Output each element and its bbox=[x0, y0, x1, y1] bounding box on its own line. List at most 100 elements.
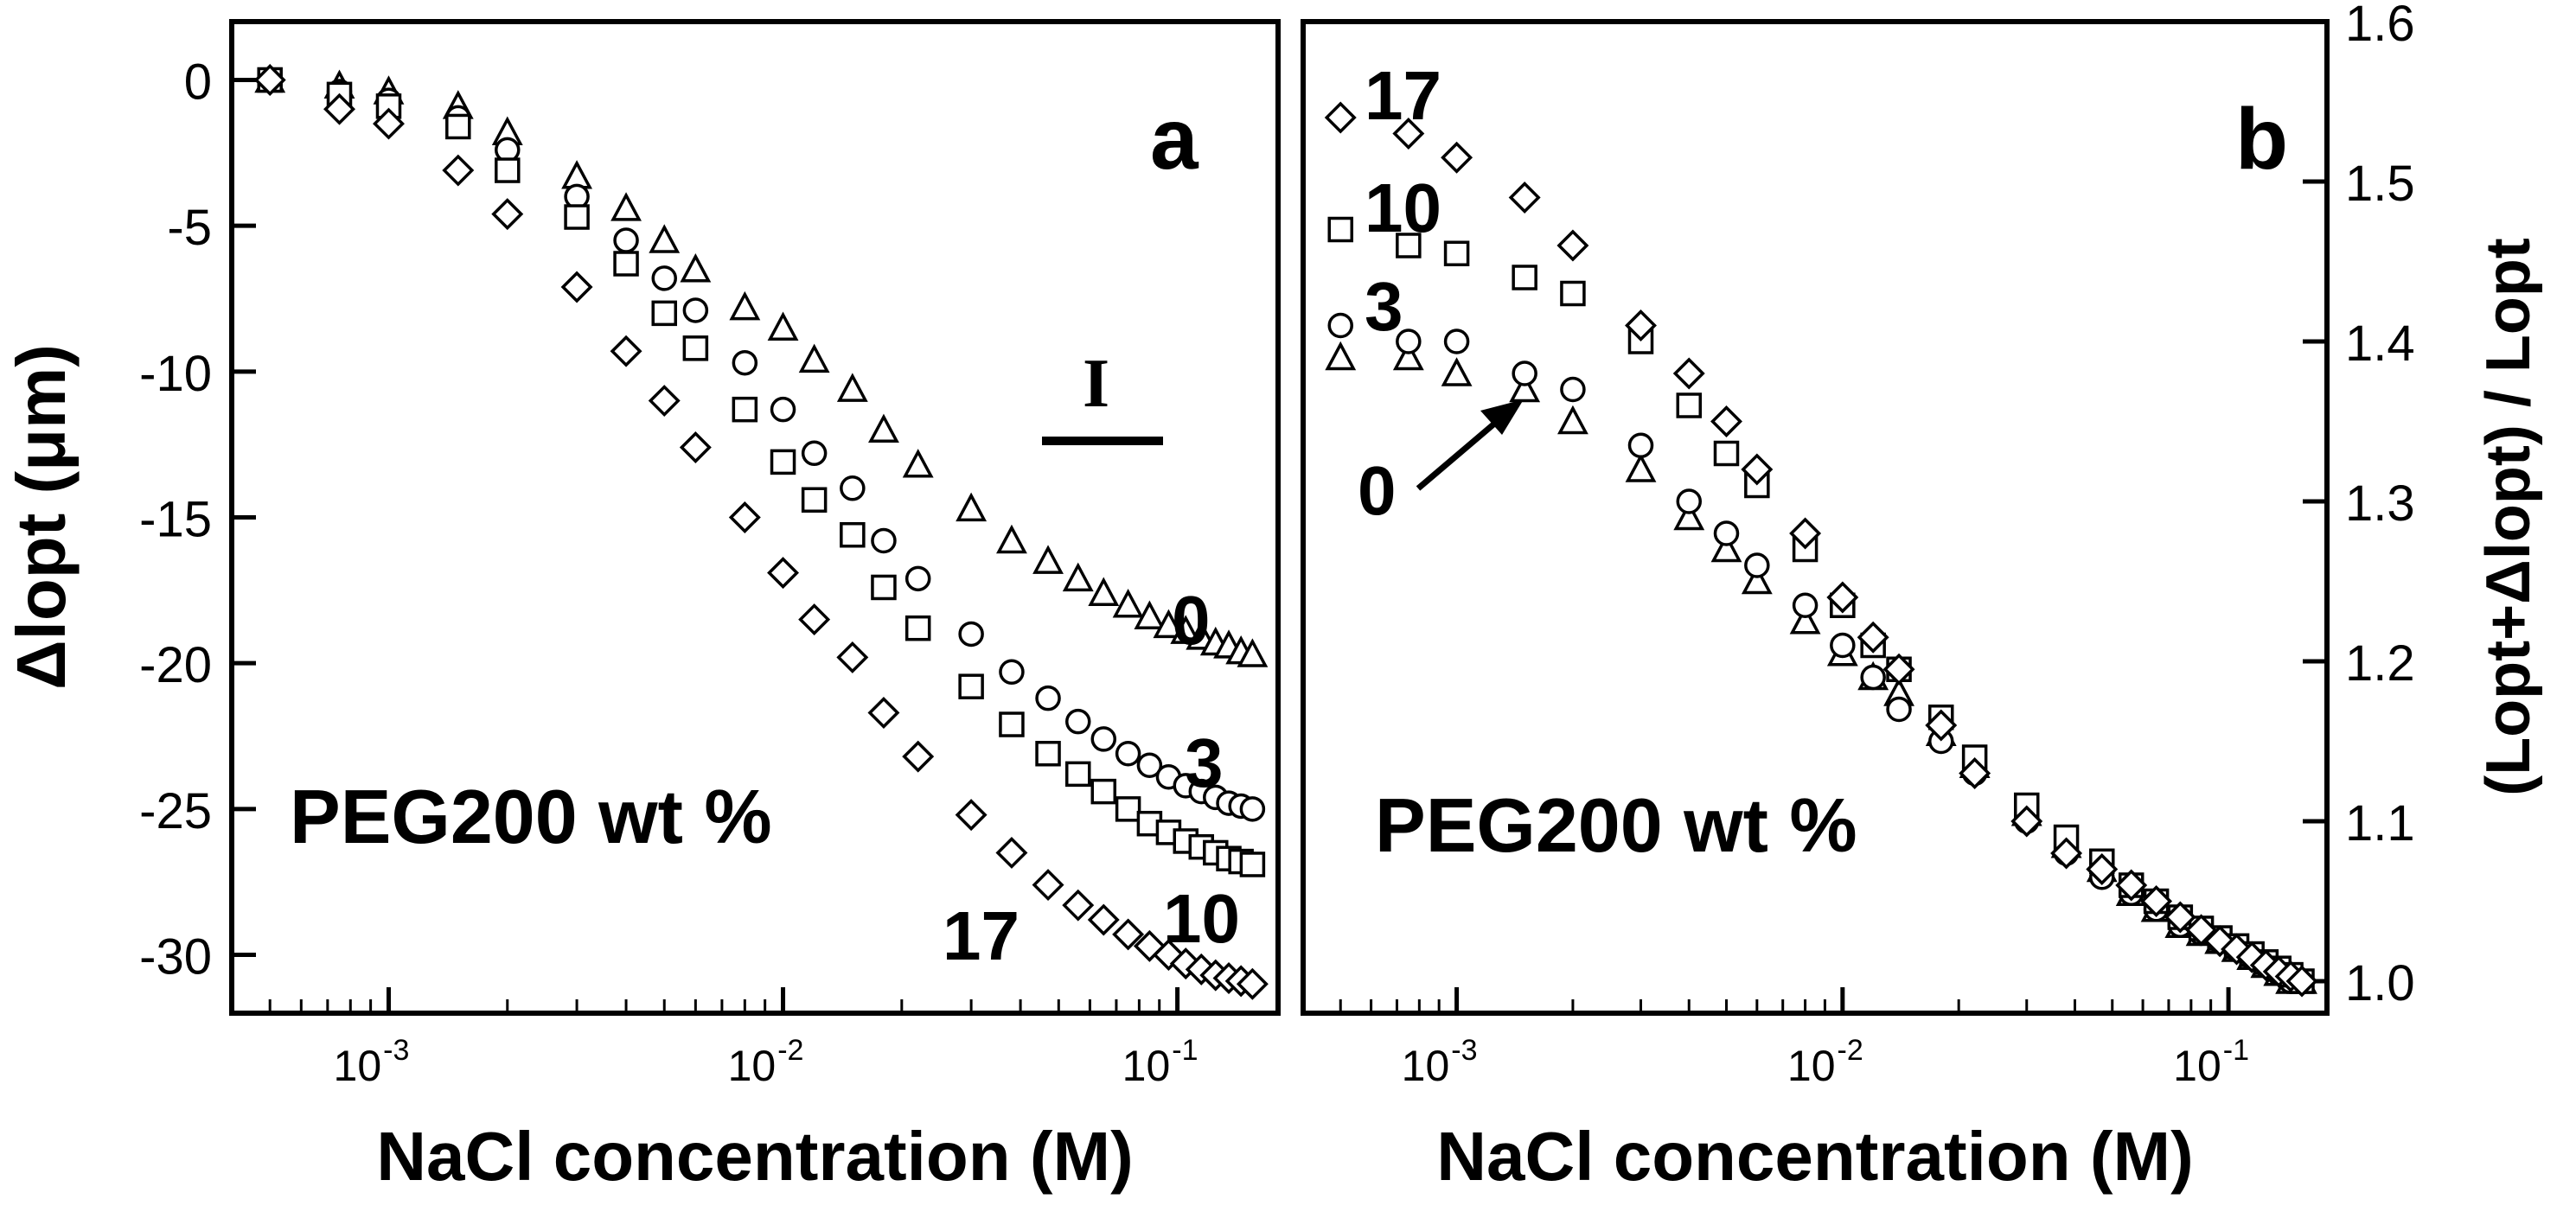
curve-label-b-0: 0 bbox=[1358, 452, 1397, 529]
point-diamond-series-17 bbox=[1324, 101, 1357, 134]
point-diamond-series-17 bbox=[1857, 621, 1889, 654]
point-square-series-10 bbox=[445, 113, 471, 140]
point-square-series-10 bbox=[1512, 265, 1537, 290]
point-circle-series-3 bbox=[1136, 752, 1163, 778]
point-circle-series-3 bbox=[1327, 312, 1353, 339]
point-diamond-series-17 bbox=[442, 154, 475, 187]
point-square-series-10 bbox=[1090, 778, 1117, 805]
point-circle-series-3 bbox=[682, 297, 709, 323]
y-tick-label: -5 bbox=[167, 200, 212, 256]
point-diamond-series-17 bbox=[1789, 517, 1822, 550]
point-circle-series-3 bbox=[801, 440, 828, 467]
point-triangle-series-0 bbox=[798, 343, 830, 373]
point-square-series-10 bbox=[1115, 796, 1141, 822]
point-circle-series-3 bbox=[1627, 432, 1654, 458]
x-tick-label: 10-3 bbox=[334, 1034, 410, 1090]
point-diamond-series-17 bbox=[1710, 405, 1742, 437]
point-diamond-series-17 bbox=[1556, 229, 1589, 262]
y-tick-label: -15 bbox=[139, 492, 212, 548]
curve-label-b-17: 17 bbox=[1365, 57, 1441, 134]
point-diamond-series-17 bbox=[560, 271, 593, 303]
annotation-b: PEG200 wt % bbox=[1375, 782, 1857, 868]
point-diamond-series-17 bbox=[728, 501, 761, 533]
point-triangle-series-0 bbox=[1032, 545, 1064, 574]
data-points-a bbox=[253, 63, 1269, 1000]
y-tick-label: 0 bbox=[184, 54, 212, 110]
point-diamond-series-17 bbox=[1508, 182, 1541, 214]
point-circle-series-3 bbox=[958, 621, 984, 647]
point-circle-series-3 bbox=[651, 265, 677, 291]
point-circle-series-3 bbox=[1860, 664, 1886, 691]
y-axis-a: 0 -5 -10 -15 -20 -25 -30 bbox=[139, 54, 256, 986]
point-circle-series-3 bbox=[1792, 592, 1819, 618]
point-triangle-series-0 bbox=[1170, 615, 1202, 644]
y-tick-label: 1.6 bbox=[2345, 0, 2415, 52]
point-diamond-series-17 bbox=[1087, 903, 1120, 936]
point-square-series-10 bbox=[999, 711, 1025, 737]
point-diamond-series-17 bbox=[2285, 965, 2318, 998]
x-axis-label-b: NaCl concentration (M) bbox=[1436, 1118, 2194, 1195]
y-axis-b: 1.0 1.1 1.2 1.3 1.4 1.5 1.6 bbox=[2303, 0, 2415, 1011]
point-diamond-series-17 bbox=[2140, 885, 2173, 917]
point-circle-series-3 bbox=[732, 349, 758, 376]
point-diamond-series-17 bbox=[902, 740, 935, 773]
y-tick-label: 1.5 bbox=[2345, 156, 2415, 212]
point-triangle-series-0 bbox=[1625, 453, 1657, 482]
point-diamond-series-17 bbox=[767, 557, 800, 590]
x-tick-label: 10-1 bbox=[1122, 1034, 1199, 1090]
y-axis-label-a: Δlopt (μm) bbox=[3, 344, 80, 690]
point-diamond-series-17 bbox=[253, 63, 286, 96]
point-diamond-series-17 bbox=[1392, 118, 1425, 150]
point-circle-series-3 bbox=[1744, 552, 1770, 578]
point-circle-series-3 bbox=[1830, 632, 1856, 659]
point-circle-series-3 bbox=[1064, 708, 1091, 735]
point-circle-series-3 bbox=[1443, 329, 1470, 354]
point-square-series-10 bbox=[1064, 761, 1091, 788]
x-axis-a: 10-3 10-2 10-1 bbox=[230, 987, 1199, 1090]
y-tick-label: 1.1 bbox=[2345, 795, 2415, 852]
point-diamond-series-17 bbox=[373, 107, 405, 140]
point-triangle-series-0 bbox=[767, 311, 799, 341]
point-circle-series-3 bbox=[999, 659, 1025, 686]
point-square-series-10 bbox=[1713, 440, 1740, 467]
point-square-series-10 bbox=[904, 615, 931, 641]
curve-label-a-0: 0 bbox=[1172, 582, 1211, 659]
point-square-series-10 bbox=[682, 335, 709, 361]
y-tick-label: 1.0 bbox=[2345, 955, 2415, 1011]
point-diamond-series-17 bbox=[1236, 967, 1269, 1000]
point-square-series-10 bbox=[801, 487, 828, 514]
panel-a: 0 -5 -10 -15 -20 -25 -30 10-3 10-2 10-1 a PEG200… bbox=[3, 19, 1281, 1195]
point-triangle-series-0 bbox=[1088, 577, 1120, 606]
y-tick-label: -20 bbox=[139, 637, 212, 693]
arrow-head bbox=[1480, 399, 1524, 435]
point-square-series-10 bbox=[958, 673, 984, 699]
point-square-series-10 bbox=[732, 396, 758, 423]
point-square-series-10 bbox=[495, 157, 521, 183]
point-diamond-series-17 bbox=[2164, 901, 2196, 934]
point-square-series-10 bbox=[2013, 792, 2040, 819]
point-circle-series-3 bbox=[871, 527, 897, 554]
point-diamond-series-17 bbox=[836, 641, 869, 673]
point-diamond-series-17 bbox=[2185, 914, 2218, 947]
point-square-series-10 bbox=[1560, 280, 1586, 307]
curve-label-a-17: 17 bbox=[943, 897, 1020, 974]
point-triangle-series-0 bbox=[1153, 609, 1185, 639]
point-circle-series-3 bbox=[1239, 796, 1266, 822]
plot-frame-b bbox=[1301, 19, 2330, 1016]
point-square-series-10 bbox=[651, 300, 677, 327]
point-square-series-10 bbox=[770, 449, 796, 475]
point-diamond-series-17 bbox=[2050, 837, 2083, 870]
panel-b: 1.0 1.1 1.2 1.3 1.4 1.5 1.6 10-3 10-2 10-1 b PEG… bbox=[1301, 0, 2543, 1195]
point-triangle-series-0 bbox=[1392, 341, 1424, 371]
point-circle-series-3 bbox=[613, 227, 639, 253]
point-triangle-series-0 bbox=[836, 373, 868, 402]
y-tick-label: -10 bbox=[139, 346, 212, 402]
point-circle-series-3 bbox=[1676, 488, 1703, 514]
point-triangle-series-0 bbox=[729, 290, 761, 321]
point-triangle-series-0 bbox=[649, 224, 681, 253]
point-diamond-series-17 bbox=[1959, 757, 1991, 789]
point-diamond-series-17 bbox=[1672, 357, 1705, 390]
point-triangle-series-0 bbox=[1112, 588, 1144, 618]
curve-label-b-3: 3 bbox=[1365, 268, 1403, 345]
